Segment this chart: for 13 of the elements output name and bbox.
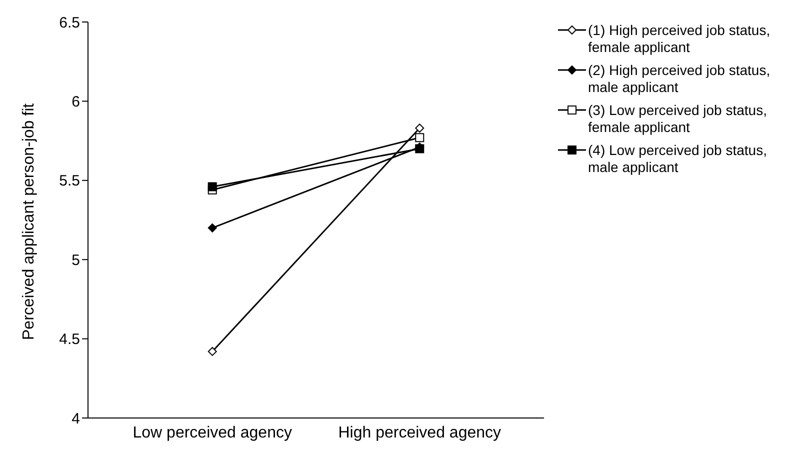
y-tick-label: 5 <box>72 252 80 269</box>
y-tick-label: 4 <box>72 410 80 428</box>
legend-label: (3) Low perceived job status, female applicant <box>588 102 768 136</box>
legend-label: (1) High perceived job status, female applicant <box>588 22 772 56</box>
y-tick-label: 5.5 <box>59 172 80 190</box>
y-tick-label: 4.5 <box>59 331 80 348</box>
x-tick-label: High perceived agency <box>338 424 502 442</box>
legend-label: (2) High perceived job status, male applicant <box>588 62 772 96</box>
y-tick-label: 6.5 <box>59 14 80 32</box>
legend-label: (4) Low perceived job status, male applicant <box>588 142 768 176</box>
y-tick-label: 6 <box>72 94 80 111</box>
y-axis-title: Perceived applicant person-job fit <box>20 102 38 340</box>
x-tick-label: Low perceived agency <box>132 424 292 442</box>
